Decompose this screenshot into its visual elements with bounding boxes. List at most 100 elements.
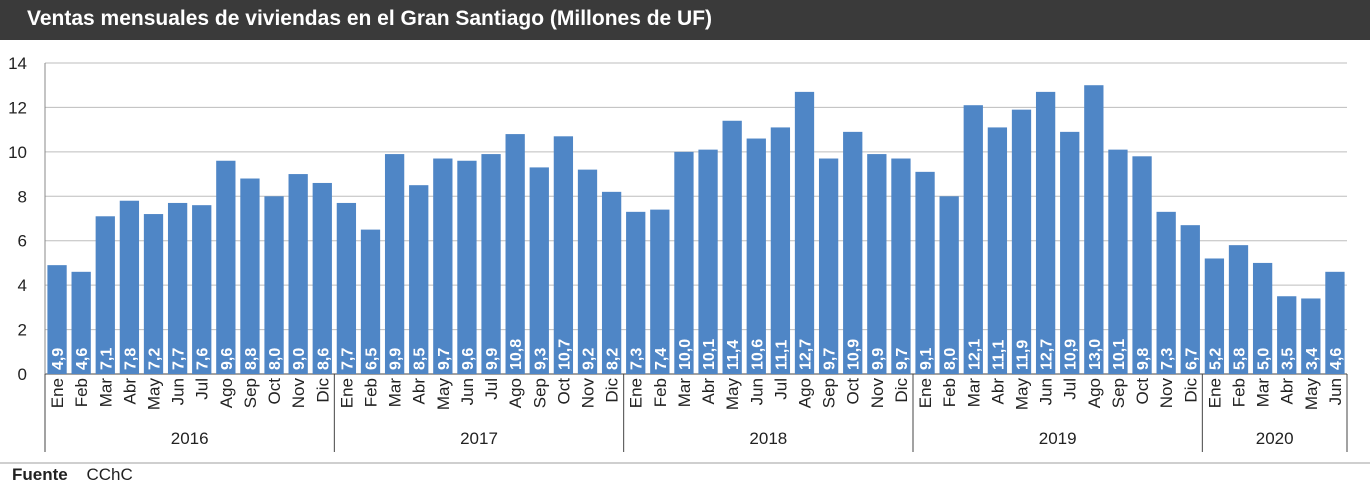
bar-value-label: 4,9: [50, 348, 67, 370]
bar-value-label: 8,2: [605, 348, 622, 370]
x-tick-label: Dic: [1181, 378, 1200, 403]
bar: [1252, 262, 1273, 374]
bar-value-label: 9,8: [1135, 348, 1152, 370]
bar-value-label: 10,6: [749, 339, 766, 370]
bar: [1204, 258, 1225, 374]
y-tick-label: 4: [18, 276, 27, 295]
bar: [674, 151, 694, 374]
bar-value-label: 5,2: [1207, 348, 1224, 370]
bar-value-label: 11,1: [773, 340, 790, 370]
y-tick-label: 8: [18, 187, 27, 206]
bar: [722, 120, 742, 374]
bar-value-label: 9,6: [219, 348, 236, 370]
x-tick-label: Abr: [988, 378, 1007, 405]
x-tick-label: Ago: [217, 378, 236, 408]
bar-value-label: 10,8: [508, 339, 525, 370]
chart-area: 0 2 4 6 8 10 12 14 4,9 Ene 4,6 Feb 7,1 Mar 7,8 Abr 7,2 Ma…: [0, 40, 1370, 462]
x-tick-label: Nov: [289, 378, 308, 409]
x-tick-label: Abr: [1278, 378, 1297, 405]
bar: [1132, 156, 1152, 374]
bar-value-label: 3,5: [1280, 348, 1297, 370]
x-tick-label: Feb: [72, 378, 91, 407]
year-label: 2020: [1256, 429, 1294, 448]
bar-value-label: 10,1: [1111, 339, 1128, 370]
bar-value-label: 9,1: [918, 348, 935, 370]
source-label: Fuente: [12, 465, 68, 484]
bar: [264, 196, 284, 374]
x-tick-label: May: [145, 378, 164, 411]
x-tick-label: Jun: [458, 378, 477, 405]
footer-divider: [0, 462, 1370, 464]
bar-value-label: 9,9: [388, 348, 405, 370]
x-tick-label: Nov: [579, 378, 598, 409]
bar: [577, 169, 598, 374]
x-tick-label: Ene: [627, 378, 646, 408]
x-tick-label: Sep: [820, 378, 839, 408]
x-tick-label: Ago: [796, 378, 815, 408]
bar: [650, 209, 670, 374]
bar-value-label: 9,7: [894, 348, 911, 370]
x-tick-label: Ene: [48, 378, 67, 408]
bar-value-label: 7,3: [1159, 348, 1176, 370]
bar: [1325, 271, 1345, 374]
bar: [433, 158, 453, 374]
bar-value-label: 9,9: [870, 348, 887, 370]
bar: [867, 154, 887, 374]
bar: [987, 127, 1008, 375]
bar-value-label: 4,6: [1328, 348, 1345, 370]
bar-value-label: 5,0: [1256, 348, 1273, 370]
x-tick-label: Ago: [506, 378, 525, 408]
x-tick-label: Jun: [1326, 378, 1345, 405]
bar: [192, 205, 212, 374]
bar: [1180, 225, 1200, 374]
bar: [143, 214, 164, 374]
x-tick-label: Mar: [964, 378, 983, 408]
x-tick-label: May: [1302, 378, 1321, 411]
bar-chart: 0 2 4 6 8 10 12 14 4,9 Ene 4,6 Feb 7,1 Mar 7,8 Abr 7,2 Ma…: [8, 54, 1348, 452]
bar-value-label: 13,0: [1087, 339, 1104, 370]
x-tick-label: Abr: [410, 378, 429, 405]
bar: [1035, 91, 1056, 374]
bar-value-label: 12,7: [1039, 339, 1056, 370]
x-tick-label: Nov: [1157, 378, 1176, 409]
bar: [843, 131, 863, 374]
bar-value-label: 3,4: [1304, 348, 1321, 370]
bar: [1156, 211, 1176, 374]
bar-value-label: 10,7: [556, 339, 573, 370]
x-tick-label: Oct: [1133, 378, 1152, 405]
bar: [95, 216, 115, 374]
x-tick-label: Jul: [1061, 378, 1080, 400]
x-tick-label: Feb: [1230, 378, 1249, 407]
bar: [1011, 109, 1032, 375]
x-tick-label: Mar: [675, 378, 694, 408]
year-label: 2016: [171, 429, 209, 448]
x-tick-label: Oct: [844, 378, 863, 405]
bar: [1108, 149, 1128, 374]
bar: [818, 158, 839, 374]
bar: [1228, 245, 1249, 374]
year-label: 2017: [460, 429, 498, 448]
bar: [240, 178, 260, 374]
bar: [312, 182, 332, 374]
bar-value-label: 9,6: [460, 348, 477, 370]
bar-value-label: 10,9: [1063, 339, 1080, 370]
bar-value-label: 6,5: [364, 348, 381, 370]
bar-value-label: 7,7: [339, 348, 356, 370]
x-tick-label: Jun: [1037, 378, 1056, 405]
bar-value-label: 8,6: [315, 348, 332, 370]
year-label: 2018: [749, 429, 787, 448]
chart-title: Ventas mensuales de viviendas en el Gran…: [27, 7, 713, 30]
bar: [939, 196, 959, 374]
footer: Fuente CChC: [12, 465, 133, 485]
bar: [1060, 131, 1080, 374]
bar-value-label: 7,7: [171, 348, 188, 370]
bar: [384, 154, 405, 374]
bar-value-label: 10,9: [846, 339, 863, 370]
bar-value-label: 9,7: [822, 348, 839, 370]
y-tick-label: 14: [8, 54, 27, 73]
x-tick-label: Ene: [916, 378, 935, 408]
x-tick-label: Jun: [169, 378, 188, 405]
x-tick-label: May: [723, 378, 742, 411]
bar-value-label: 6,7: [1183, 348, 1200, 370]
bar: [360, 229, 381, 374]
